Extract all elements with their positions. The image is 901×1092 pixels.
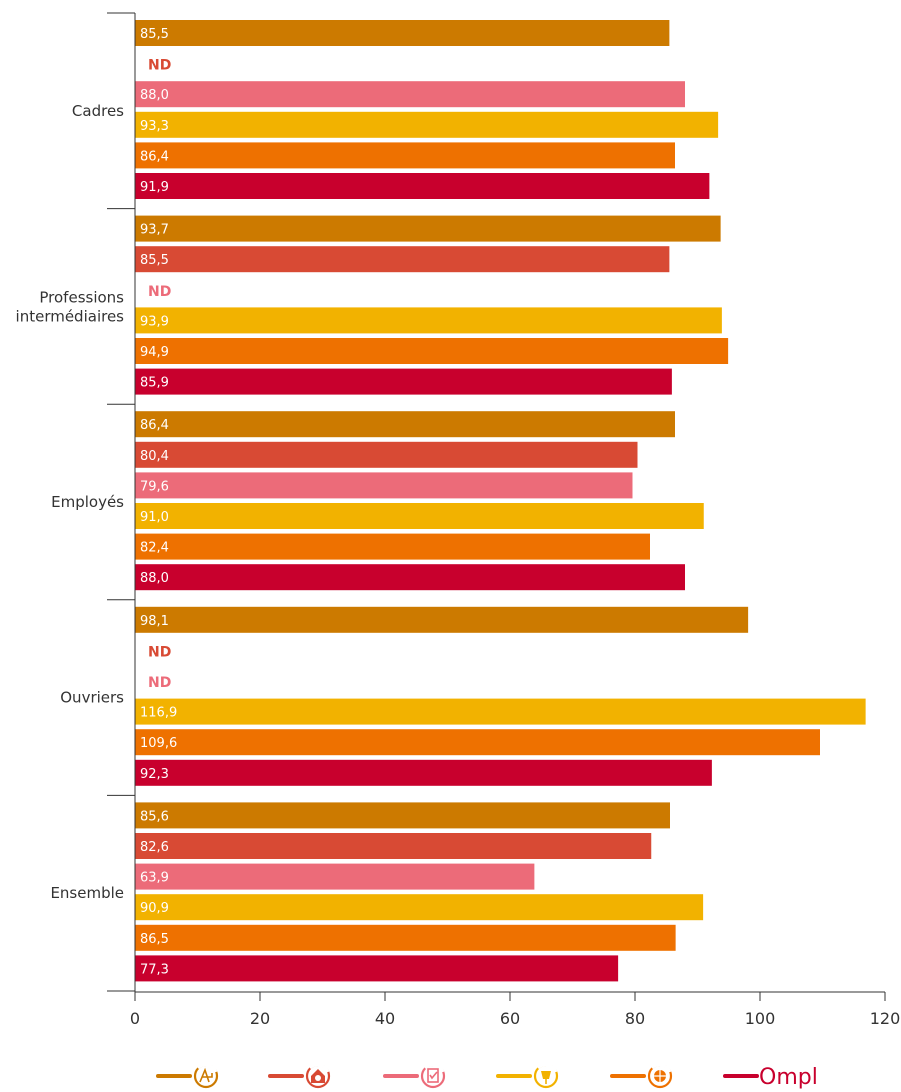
bars-group: 85,5 ND 88,0 93,3 86,4 91,9 93,7 85,5 ND 93,9 94,9… [135,20,866,982]
bar-value-label: 63,9 [140,871,169,886]
category-label: Ouvriers [60,689,124,707]
bar-value-label: 85,6 [140,809,169,824]
x-tick-label: 20 [250,1009,270,1028]
bar-value-label: 109,6 [140,736,177,751]
legend-item-2 [268,1063,331,1089]
bar-1-4 [135,111,719,138]
bar-3-2 [135,441,638,468]
bar-value-label: 94,9 [140,345,169,360]
bar-1-1 [135,20,670,46]
bar-3-5 [135,533,650,560]
x-tick-label: 80 [625,1009,645,1028]
bar-value-label: 98,1 [140,614,169,629]
legend-item-1 [156,1063,219,1089]
axes: 0 20 40 60 80 100 120 [107,12,901,1028]
bar-4-6 [135,759,712,786]
bar-value-label: 79,6 [140,479,169,494]
bar-2-1 [135,215,721,242]
na-label: ND [148,675,171,691]
checklist-icon [420,1063,446,1089]
legend-item-3 [383,1063,446,1089]
bar-5-3 [135,863,535,890]
bar-value-label: 91,9 [140,180,169,195]
bar-2-5 [135,338,729,364]
legend-item-6: Ompl [723,1065,818,1090]
bar-1-5 [135,142,675,169]
bar-1-3 [135,81,685,108]
bar-2-6 [135,368,672,395]
na-label: ND [148,284,171,300]
na-label: ND [148,58,171,74]
globe-icon [647,1063,673,1089]
x-tick-label: 100 [745,1009,776,1028]
bar-5-6 [135,955,619,982]
house-camera-icon [305,1063,331,1089]
bar-3-4 [135,503,704,529]
legend-item-4 [496,1063,559,1089]
x-tick-label: 120 [870,1009,901,1028]
architecture-icon [193,1063,219,1089]
x-tick-label: 40 [375,1009,395,1028]
category-label: Cadres [72,102,124,120]
bar-value-label: 93,3 [140,119,169,134]
bar-value-label: 93,9 [140,314,169,329]
bar-value-label: 86,5 [140,932,169,947]
bar-value-label: 85,5 [140,27,169,42]
x-tick-label: 60 [500,1009,520,1028]
bar-2-2 [135,246,670,273]
bar-5-1 [135,802,670,829]
bar-value-label: 85,9 [140,376,169,391]
lamp-icon [533,1063,559,1089]
bar-value-label: 93,7 [140,223,169,238]
legend: Ompl [156,1063,818,1090]
bar-3-6 [135,564,685,591]
bar-3-1 [135,411,675,438]
bar-value-label: 82,4 [140,541,169,556]
bar-value-label: 92,3 [140,767,169,782]
bar-value-label: 91,0 [140,510,169,525]
ompl-logo: Ompl [759,1065,818,1090]
bar-4-1 [135,606,749,633]
bar-value-label: 88,0 [140,571,169,586]
bar-value-label: 88,0 [140,88,169,103]
bar-5-4 [135,894,704,921]
bar-value-label: 116,9 [140,706,177,721]
category-label: Employés [51,493,124,511]
bar-value-label: 90,9 [140,901,169,916]
x-tick-label: 0 [130,1009,140,1028]
na-label: ND [148,644,171,660]
category-label: Ensemble [50,884,124,902]
category-labels: Cadres Professions intermédiaires Employés O… [16,102,125,902]
legend-item-5 [610,1063,673,1089]
bar-1-6 [135,173,710,199]
bar-value-label: 80,4 [140,449,169,464]
bar-value-label: 82,6 [140,840,169,855]
bar-value-label: 77,3 [140,962,169,977]
bar-5-2 [135,833,652,859]
bar-3-3 [135,472,633,499]
bar-value-label: 86,4 [140,149,169,164]
bar-2-4 [135,307,722,334]
bar-4-5 [135,729,820,756]
category-label: Professions intermédiaires [16,288,125,325]
bar-5-5 [135,924,676,951]
bar-value-label: 86,4 [140,418,169,433]
bar-value-label: 85,5 [140,253,169,268]
bar-4-4 [135,698,866,725]
